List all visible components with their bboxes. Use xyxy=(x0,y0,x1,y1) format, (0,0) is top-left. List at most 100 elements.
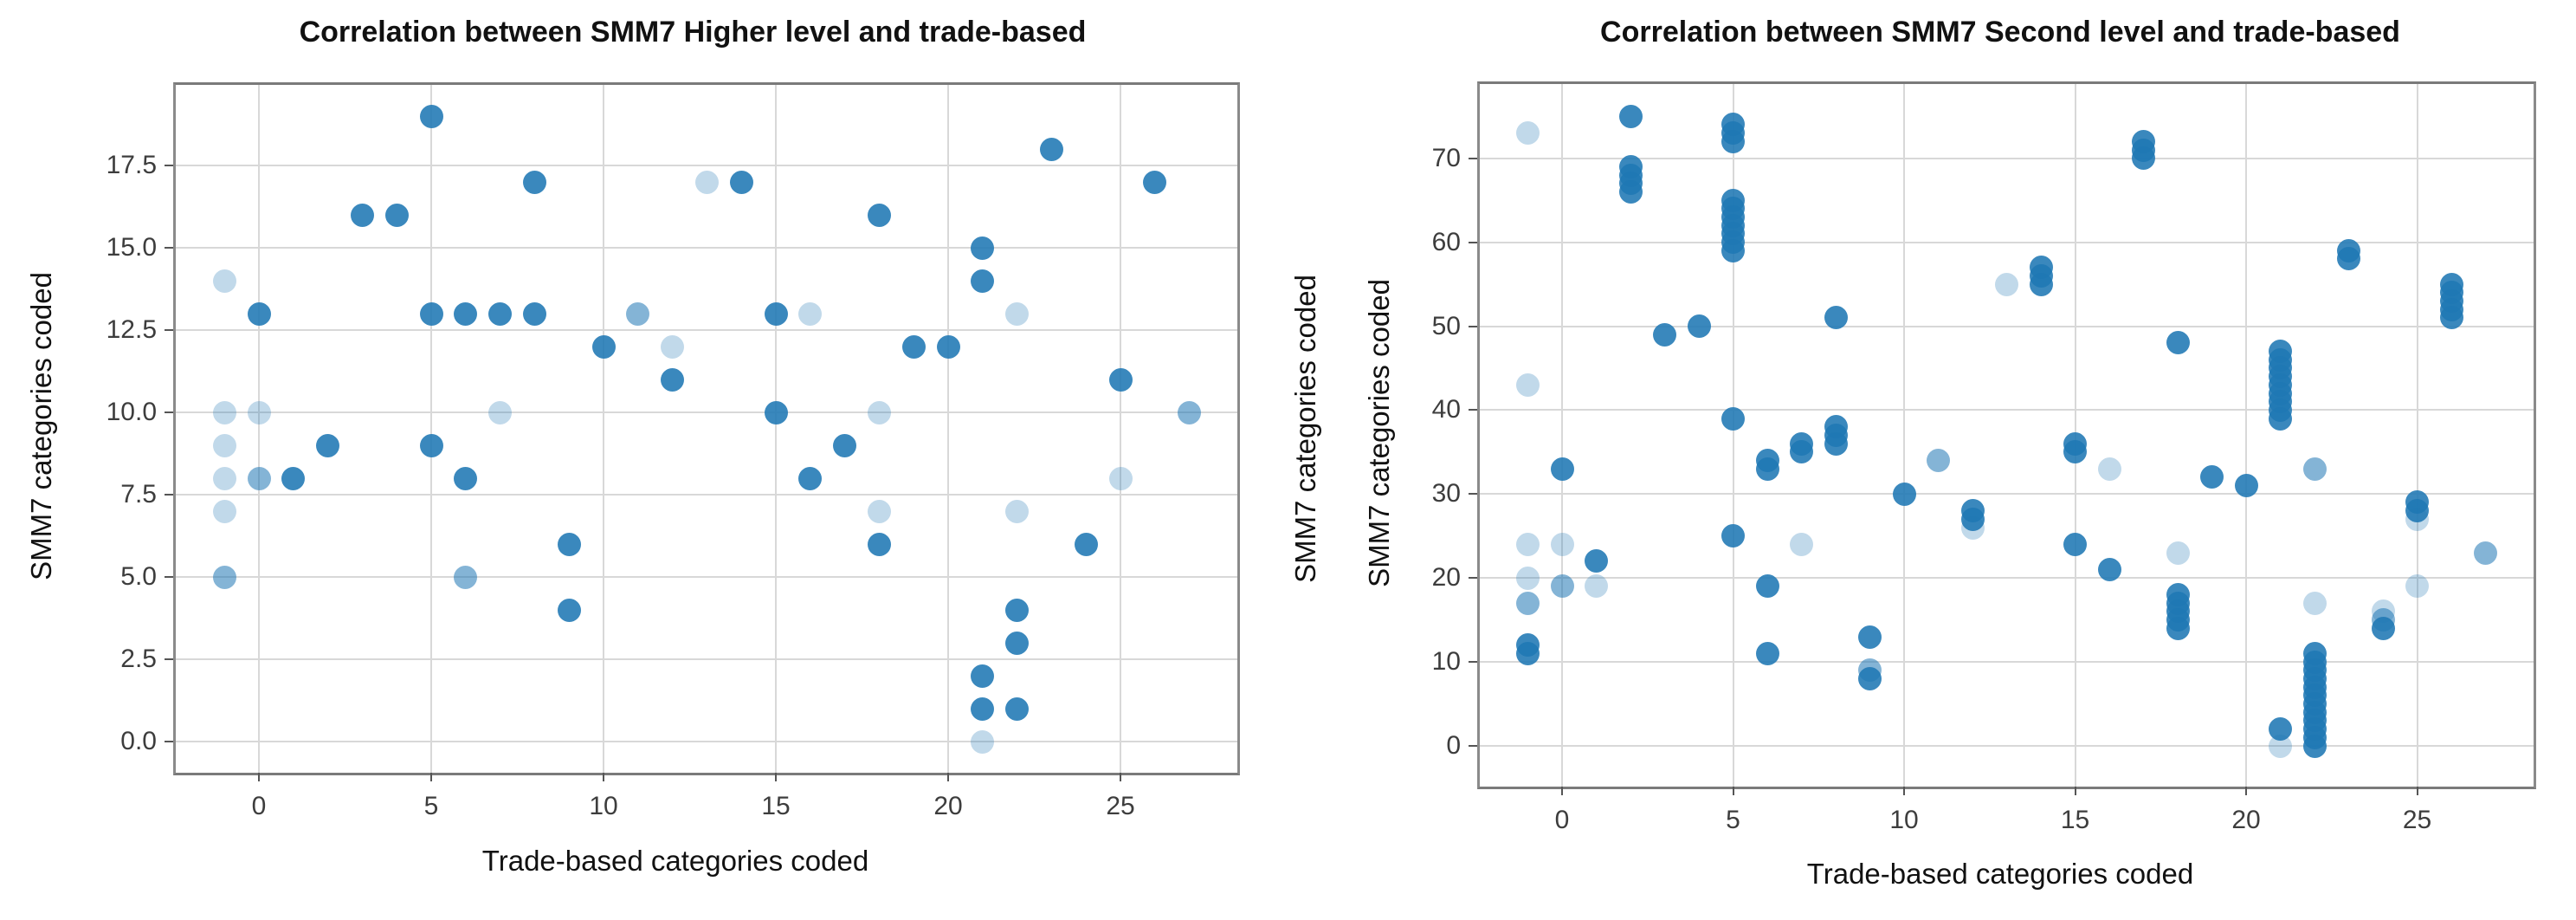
data-point xyxy=(1516,641,1540,665)
y-gridline xyxy=(1480,409,2534,411)
x-tick-label: 15 xyxy=(2060,806,2090,834)
data-point xyxy=(2405,499,2429,523)
data-point xyxy=(2474,541,2497,565)
data-point xyxy=(1721,524,1745,548)
data-point xyxy=(2371,616,2395,640)
y-gridline xyxy=(1480,241,2534,243)
data-point xyxy=(247,466,271,490)
y-gridline xyxy=(176,658,1237,660)
x-tick-mark xyxy=(1561,787,1563,795)
data-point xyxy=(2132,146,2155,171)
data-point xyxy=(1755,574,1779,599)
data-point xyxy=(729,170,753,194)
right-x-axis-label: Trade-based categories coded xyxy=(1806,858,2194,890)
x-tick-label: 10 xyxy=(589,792,618,820)
y-gridline xyxy=(176,494,1237,496)
y-tick-label: 70 xyxy=(1431,143,1461,172)
data-point xyxy=(764,400,788,424)
y-tick-label: 50 xyxy=(1431,311,1461,340)
y-gridline xyxy=(176,411,1237,413)
data-point xyxy=(591,334,616,359)
data-point xyxy=(1790,532,1813,556)
left-x-axis-label: Trade-based categories coded xyxy=(481,845,869,877)
data-point xyxy=(1039,137,1063,161)
x-gridline xyxy=(430,85,432,773)
y-tick-mark xyxy=(1469,409,1477,411)
data-point xyxy=(867,499,891,523)
data-point xyxy=(694,170,719,194)
data-point xyxy=(212,433,236,457)
data-point xyxy=(2200,465,2224,489)
data-point xyxy=(1858,666,1882,690)
data-point xyxy=(350,203,374,227)
y-gridline xyxy=(1480,745,2534,747)
y-gridline xyxy=(176,576,1237,578)
y-tick-mark xyxy=(165,741,173,742)
x-tick-label: 25 xyxy=(1106,792,1135,820)
data-point xyxy=(384,203,409,227)
y-tick-label: 40 xyxy=(1431,395,1461,424)
y-tick-label: 0.0 xyxy=(120,727,157,755)
data-point xyxy=(2302,734,2327,758)
data-point xyxy=(1178,400,1202,424)
x-gridline xyxy=(1561,84,1563,787)
data-point xyxy=(1108,466,1133,490)
y-tick-label: 20 xyxy=(1431,563,1461,593)
data-point xyxy=(2166,616,2190,640)
x-tick-label: 20 xyxy=(933,792,963,820)
y-tick-label: 60 xyxy=(1431,227,1461,256)
y-tick-mark xyxy=(1469,241,1477,243)
data-point xyxy=(1927,449,1950,473)
x-tick-label: 20 xyxy=(2231,806,2261,834)
data-point xyxy=(522,170,546,194)
data-point xyxy=(1618,104,1643,128)
data-point xyxy=(2166,331,2190,355)
x-tick-mark xyxy=(775,773,777,781)
y-tick-mark xyxy=(1469,745,1477,747)
data-point xyxy=(1960,507,1985,531)
data-point xyxy=(522,301,546,326)
y-tick-mark xyxy=(165,494,173,496)
data-point xyxy=(2234,474,2258,498)
right-y-axis-label-duplicate: SMM7 categories coded xyxy=(1363,279,1395,587)
y-tick-label: 12.5 xyxy=(106,315,157,344)
x-gridline xyxy=(603,85,604,773)
data-point xyxy=(488,400,513,424)
data-point xyxy=(2097,558,2121,581)
data-point xyxy=(2302,591,2327,615)
data-point xyxy=(798,301,823,326)
x-tick-label: 25 xyxy=(2402,806,2432,834)
x-tick-mark xyxy=(1120,773,1121,781)
y-tick-label: 2.5 xyxy=(120,645,157,673)
x-tick-label: 5 xyxy=(423,792,439,820)
data-point xyxy=(247,301,271,326)
data-point xyxy=(2269,734,2292,758)
y-tick-mark xyxy=(1469,493,1477,496)
data-point xyxy=(1516,373,1540,397)
x-gridline xyxy=(1903,84,1905,787)
x-tick-mark xyxy=(603,773,604,781)
data-point xyxy=(557,532,581,556)
data-point xyxy=(661,334,685,359)
data-point xyxy=(454,301,478,326)
data-point xyxy=(1516,566,1540,590)
data-point xyxy=(2269,717,2292,742)
x-tick-mark xyxy=(2245,787,2247,795)
data-point xyxy=(2269,406,2292,431)
data-point xyxy=(281,466,306,490)
x-gridline xyxy=(1732,84,1734,787)
data-point xyxy=(901,334,926,359)
y-gridline xyxy=(1480,577,2534,580)
y-tick-label: 10.0 xyxy=(106,398,157,426)
x-gridline xyxy=(775,85,777,773)
data-point xyxy=(2063,532,2087,556)
right-chart-title: Correlation between SMM7 Second level an… xyxy=(1600,16,2400,49)
data-point xyxy=(1653,322,1676,347)
data-point xyxy=(1074,532,1098,556)
data-point xyxy=(867,532,891,556)
data-point xyxy=(1721,406,1745,431)
data-point xyxy=(1005,301,1030,326)
data-point xyxy=(454,466,478,490)
y-tick-mark xyxy=(1469,325,1477,327)
data-point xyxy=(2029,272,2053,296)
